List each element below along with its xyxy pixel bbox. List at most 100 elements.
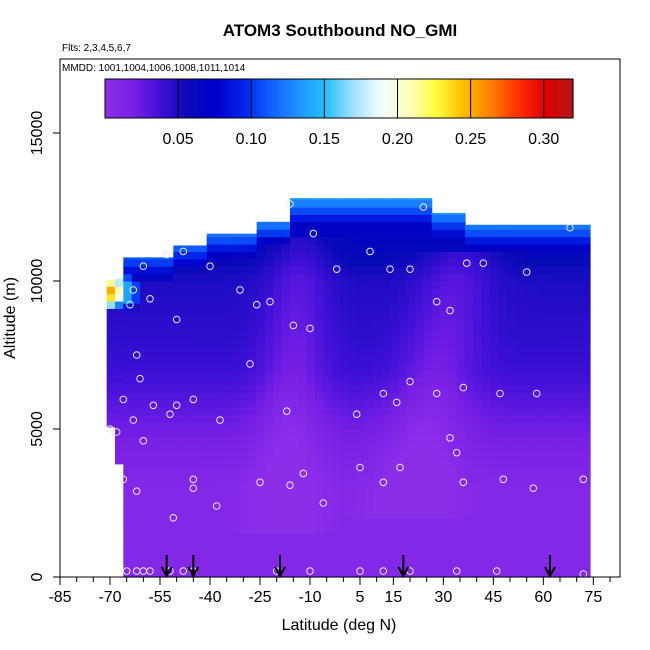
colorbar-swatch <box>195 79 200 118</box>
curtain-cell <box>248 318 258 326</box>
curtain-cell <box>348 362 358 371</box>
curtain-cell <box>456 488 466 497</box>
curtain-cell <box>290 198 299 201</box>
curtain-cell <box>298 236 308 245</box>
curtain-cell <box>273 406 283 415</box>
curtain-cell <box>156 258 166 267</box>
curtain-cell <box>215 540 224 548</box>
curtain-cell <box>173 517 183 526</box>
curtain-cell <box>206 414 216 423</box>
curtain-cell <box>381 399 391 408</box>
curtain-cell <box>373 221 383 230</box>
curtain-cell <box>423 347 433 356</box>
curtain-cell <box>406 295 416 304</box>
curtain-cell <box>223 562 233 571</box>
curtain-cell <box>281 392 291 400</box>
curtain-cell <box>273 332 283 341</box>
curtain-cell <box>540 288 549 297</box>
curtain-cell <box>365 310 374 319</box>
curtain-cell <box>448 258 458 267</box>
curtain-cell <box>190 532 199 541</box>
curtain-cell <box>515 355 524 363</box>
curtain-cell <box>448 421 458 430</box>
curtain-cell <box>315 325 324 334</box>
curtain-cell <box>531 562 541 571</box>
curtain-cell <box>223 569 233 578</box>
colorbar-swatch <box>303 79 308 118</box>
curtain-cell <box>556 451 566 460</box>
curtain-cell <box>440 517 449 526</box>
curtain-cell <box>456 288 466 297</box>
colorbar-swatch <box>356 79 361 118</box>
curtain-cell <box>323 355 333 363</box>
curtain-cell <box>573 303 583 312</box>
curtain-cell <box>231 436 241 445</box>
curtain-cell <box>223 436 233 445</box>
curtain-cell <box>265 221 274 230</box>
curtain-cell <box>340 310 349 319</box>
curtain-cell <box>265 480 274 489</box>
curtain-cell <box>581 532 591 541</box>
curtain-cell <box>390 214 399 223</box>
colorbar-swatch <box>315 79 320 118</box>
curtain-cell <box>423 503 433 511</box>
curtain-cell <box>581 377 591 386</box>
curtain-cell <box>515 421 524 430</box>
curtain-cell <box>365 199 374 208</box>
curtain-cell <box>431 229 441 238</box>
curtain-cell <box>406 221 416 230</box>
curtain-cell <box>215 355 224 363</box>
colorbar-swatch <box>561 79 565 118</box>
curtain-cell <box>581 295 591 304</box>
curtain-cell <box>398 503 408 511</box>
curtain-cell <box>456 392 466 400</box>
curtain-cell <box>540 569 549 578</box>
curtain-cell <box>415 392 424 400</box>
curtain-cell <box>406 451 416 460</box>
curtain-cell <box>256 503 266 511</box>
curtain-cell <box>181 362 191 371</box>
curtain-cell <box>248 414 258 423</box>
curtain-cell <box>481 325 491 334</box>
curtain-cell <box>456 347 466 356</box>
curtain-cell <box>456 266 466 275</box>
curtain-cell <box>315 473 324 482</box>
curtain-cell <box>473 318 483 326</box>
curtain-cell <box>373 295 383 304</box>
curtain-cell <box>115 404 124 413</box>
curtain-cell <box>390 332 399 341</box>
curtain-cell <box>481 281 491 289</box>
curtain-cell <box>465 384 474 393</box>
curtain-cell <box>215 362 224 371</box>
curtain-cell <box>556 273 566 282</box>
curtain-cell <box>240 480 249 489</box>
curtain-cell <box>223 421 233 430</box>
colorbar-swatch <box>371 79 375 118</box>
curtain-cell <box>215 340 224 349</box>
curtain-cell <box>473 414 483 423</box>
curtain-cell <box>556 362 566 371</box>
curtain-cell <box>131 554 141 563</box>
curtain-cell <box>465 288 474 297</box>
curtain-cell <box>306 273 316 282</box>
curtain-cell <box>548 525 558 534</box>
curtain-cell <box>440 295 449 304</box>
curtain-cell <box>340 429 349 437</box>
curtain-cell <box>406 207 416 215</box>
curtain-cell <box>456 355 466 363</box>
curtain-cell <box>406 406 416 415</box>
curtain-cell <box>556 399 566 408</box>
curtain-cell <box>106 345 116 354</box>
curtain-cell <box>190 458 199 467</box>
curtain-cell <box>506 562 516 571</box>
curtain-cell <box>465 258 474 267</box>
curtain-cell <box>198 569 208 578</box>
curtain-cell <box>190 517 199 526</box>
curtain-cell <box>381 355 391 363</box>
curtain-cell <box>290 236 299 245</box>
curtain-cell <box>481 377 491 386</box>
curtain-cell <box>298 414 308 423</box>
curtain-cell <box>565 532 574 541</box>
curtain-cell <box>131 318 141 326</box>
colorbar-swatch <box>570 79 574 118</box>
